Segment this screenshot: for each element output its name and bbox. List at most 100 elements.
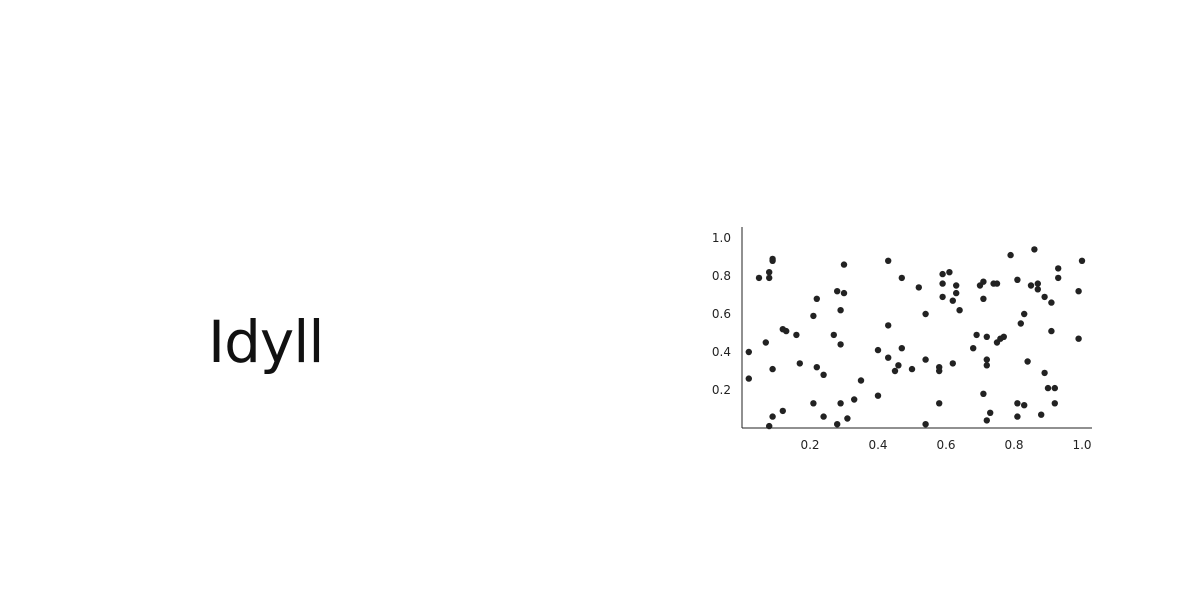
scatter-point — [983, 362, 990, 369]
scatter-point — [813, 364, 820, 371]
scatter-point — [745, 348, 752, 356]
y-tick-label: 0.6 — [712, 307, 731, 321]
scatter-point — [1007, 251, 1014, 259]
y-tick-label: 0.8 — [712, 269, 731, 283]
scatter-point — [834, 421, 841, 428]
scatter-point — [755, 274, 763, 282]
scatter-point — [1041, 369, 1048, 377]
scatter-point — [1048, 327, 1055, 335]
scatter-point — [745, 375, 752, 382]
scatter-chart: 0.2 0.4 0.6 0.8 1.0 0.2 0.4 0.6 0.8 1.0 — [712, 227, 1092, 452]
scatter-point — [783, 327, 790, 335]
scatter-point — [953, 282, 960, 289]
scatter-point — [762, 339, 769, 346]
scatter-point — [898, 345, 905, 352]
scatter-point — [1014, 276, 1021, 283]
scatter-point — [766, 422, 773, 430]
x-tick-label: 0.4 — [868, 438, 887, 452]
y-tick-label: 0.4 — [712, 345, 731, 359]
scatter-point — [885, 354, 892, 361]
scatter-point — [769, 365, 776, 373]
scatter-point — [983, 356, 990, 363]
scatter-point — [915, 284, 922, 291]
scatter-point — [1014, 400, 1021, 407]
scatter-point — [1024, 358, 1031, 365]
scatter-point — [1078, 257, 1086, 264]
scatter-point — [939, 280, 946, 287]
scatter-point — [922, 421, 929, 428]
x-tick-labels: 0.2 0.4 0.6 0.8 1.0 — [800, 438, 1091, 452]
scatter-point — [939, 270, 946, 278]
x-tick-label: 1.0 — [1072, 438, 1091, 452]
scatter-point — [796, 360, 803, 367]
scatter-point — [1044, 384, 1052, 392]
scatter-point — [844, 415, 851, 422]
scatter-point — [769, 413, 776, 420]
x-tick-label: 0.8 — [1004, 438, 1023, 452]
scatter-point — [953, 289, 960, 297]
scatter-point — [1075, 288, 1082, 295]
scatter-point — [1014, 413, 1021, 420]
scatter-point — [857, 377, 865, 384]
scatter-point — [830, 331, 837, 339]
scatter-point — [949, 360, 956, 367]
scatter-point — [820, 371, 827, 378]
scatter-point — [987, 409, 994, 416]
scatter-point — [1055, 265, 1062, 272]
scatter-point — [1041, 293, 1048, 301]
slide-title: Idyll — [208, 308, 324, 376]
y-tick-label: 1.0 — [712, 231, 731, 245]
scatter-point — [810, 312, 817, 320]
scatter-point — [1034, 280, 1041, 287]
scatter-point — [949, 297, 956, 304]
scatter-point — [993, 280, 1001, 287]
scatter-point — [970, 345, 977, 352]
scatter-point — [851, 396, 858, 403]
scatter-point — [1051, 384, 1058, 392]
scatter-point — [1031, 246, 1038, 253]
scatter-point — [1000, 333, 1007, 340]
scatter-point — [779, 407, 786, 415]
scatter-point — [766, 274, 773, 282]
scatter-point — [874, 392, 882, 399]
scatter-point — [1038, 411, 1045, 418]
scatter-point — [813, 295, 820, 302]
scatter-point — [898, 274, 905, 282]
scatter-point — [939, 293, 946, 301]
scatter-point — [1048, 299, 1055, 306]
scatter-point — [834, 288, 841, 295]
scatter-point — [908, 365, 916, 373]
scatter-point — [946, 269, 953, 276]
scatter-point — [983, 333, 990, 340]
scatter-point — [837, 400, 844, 407]
scatter-point — [1075, 335, 1082, 342]
scatter-point — [936, 367, 943, 375]
scatter-point — [1034, 286, 1041, 293]
scatter-point — [1021, 310, 1028, 318]
scatter-point — [1055, 274, 1062, 282]
scatter-point — [885, 322, 892, 329]
scatter-point — [980, 295, 987, 302]
x-tick-label: 0.2 — [800, 438, 819, 452]
scatter-point — [837, 307, 844, 314]
scatter-point — [810, 400, 817, 407]
scatter-point — [1051, 400, 1058, 407]
scatter-point — [922, 356, 929, 363]
scatter-point — [769, 255, 776, 263]
scatter-point — [983, 417, 990, 424]
scatter-point — [973, 331, 980, 339]
scatter-point — [766, 269, 773, 276]
scatter-point — [840, 289, 848, 297]
scatter-point — [885, 257, 892, 264]
x-tick-label: 0.6 — [936, 438, 955, 452]
scatter-point — [837, 341, 844, 348]
y-tick-labels: 0.2 0.4 0.6 0.8 1.0 — [712, 231, 731, 397]
scatter-point — [874, 346, 882, 354]
scatter-point — [1027, 282, 1035, 289]
scatter-point — [956, 307, 963, 314]
scatter-point — [1021, 402, 1028, 409]
scatter-point — [980, 390, 987, 397]
scatter-point — [895, 362, 902, 369]
scatter-point — [936, 400, 943, 407]
